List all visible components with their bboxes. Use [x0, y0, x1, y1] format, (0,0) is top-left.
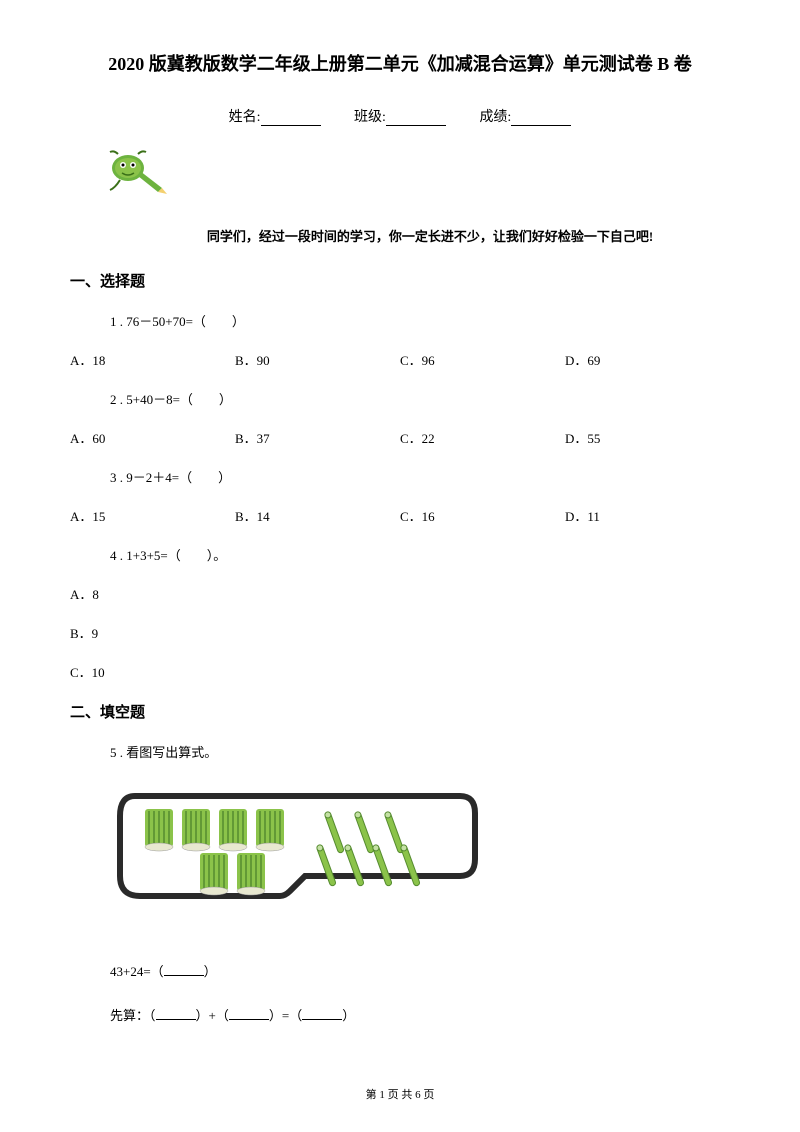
- q2-option-c[interactable]: C．22: [400, 428, 565, 447]
- q1-option-c[interactable]: C．96: [400, 350, 565, 369]
- q3-option-c[interactable]: C．16: [400, 506, 565, 525]
- q3-option-a[interactable]: A．15: [70, 506, 235, 525]
- form-fields: 姓名: 班级: 成绩:: [70, 106, 730, 126]
- page-footer: 第 1 页 共 6 页: [0, 1086, 800, 1102]
- q1-option-b[interactable]: B．90: [235, 350, 400, 369]
- page-title: 2020 版冀教版数学二年级上册第二单元《加减混合运算》单元测试卷 B 卷: [70, 50, 730, 76]
- q3-option-d[interactable]: D．11: [565, 506, 730, 525]
- q5-figure: [110, 781, 730, 936]
- score-input-line[interactable]: [511, 112, 571, 126]
- q4-option-c[interactable]: C．10: [70, 662, 730, 681]
- q3-option-b[interactable]: B．14: [235, 506, 400, 525]
- q4-text: 4 . 1+3+5=（ ）。: [110, 545, 730, 564]
- q5-blank4[interactable]: [302, 1008, 342, 1020]
- q5-answer1: 43+24=（）: [110, 961, 730, 980]
- q3-options: A．15 B．14 C．16 D．11: [70, 506, 730, 525]
- q1-option-d[interactable]: D．69: [565, 350, 730, 369]
- section1-heading: 一、选择题: [70, 270, 730, 291]
- q2-option-d[interactable]: D．55: [565, 428, 730, 447]
- q5-blank2[interactable]: [156, 1008, 196, 1020]
- intro-text: 同学们，经过一段时间的学习，你一定长进不少，让我们好好检验一下自己吧!: [130, 226, 730, 245]
- q5-answer2: 先算：（）+（）=（）: [110, 1005, 730, 1024]
- pencil-character-icon: [100, 146, 730, 206]
- q2-options: A．60 B．37 C．22 D．55: [70, 428, 730, 447]
- score-label: 成绩:: [479, 110, 511, 125]
- class-input-line[interactable]: [386, 112, 446, 126]
- q5-blank3[interactable]: [229, 1008, 269, 1020]
- q2-option-a[interactable]: A．60: [70, 428, 235, 447]
- name-label: 姓名:: [229, 110, 261, 125]
- class-label: 班级:: [354, 110, 386, 125]
- name-input-line[interactable]: [261, 112, 321, 126]
- q2-text: 2 . 5+40－8=（ ）: [110, 389, 730, 408]
- q1-text: 1 . 76－50+70=（ ）: [110, 311, 730, 330]
- q3-text: 3 . 9－2＋4=（ ）: [110, 467, 730, 486]
- q5-text: 5 . 看图写出算式。: [110, 742, 730, 761]
- q5-blank1[interactable]: [164, 964, 204, 976]
- q1-options: A．18 B．90 C．96 D．69: [70, 350, 730, 369]
- section2-heading: 二、填空题: [70, 701, 730, 722]
- q4-option-b[interactable]: B．9: [70, 623, 730, 642]
- q2-option-b[interactable]: B．37: [235, 428, 400, 447]
- q1-option-a[interactable]: A．18: [70, 350, 235, 369]
- q4-option-a[interactable]: A．8: [70, 584, 730, 603]
